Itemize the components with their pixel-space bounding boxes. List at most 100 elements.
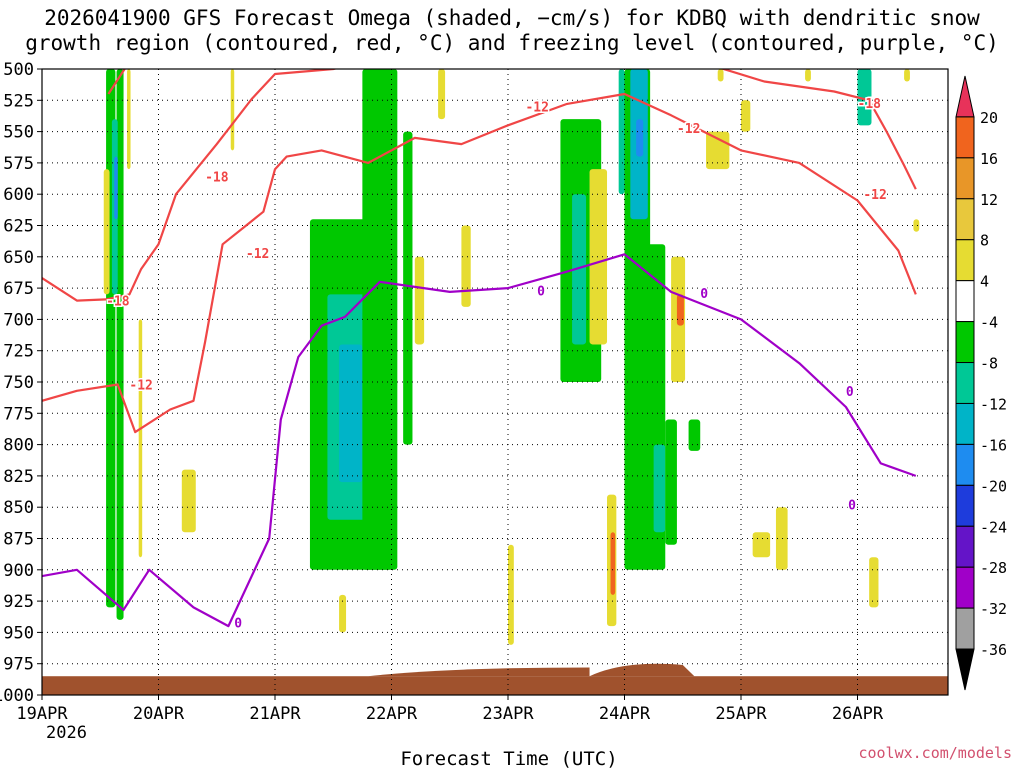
omega-cell — [676, 294, 684, 326]
colorbar-segment — [955, 239, 975, 282]
omega-cell — [741, 100, 751, 132]
colorbar-segment — [955, 607, 975, 650]
omega-cell — [688, 419, 701, 451]
omega-cell — [572, 194, 587, 345]
contour-label: 0 — [848, 499, 856, 514]
y-tick-label: 550 — [3, 123, 34, 143]
contour-label: -12 — [863, 188, 886, 203]
colorbar-segment — [955, 362, 975, 404]
chart-title: 2026041900 GFS Forecast Omega (shaded, −… — [0, 6, 1024, 56]
contour-label: -18 — [106, 295, 130, 310]
colorbar-segment — [955, 321, 975, 364]
colorbar-label: -24 — [980, 518, 1007, 536]
omega-cell — [103, 169, 110, 295]
x-tick-label: 21APR — [249, 704, 301, 724]
colorbar-segment — [955, 198, 975, 241]
colorbar-bottom-arrow — [955, 648, 975, 691]
colorbar-segment — [955, 280, 975, 323]
y-tick-label: 900 — [3, 561, 34, 581]
omega-cell — [752, 532, 771, 558]
y-tick-label: 775 — [3, 404, 34, 424]
colorbar-segment — [955, 484, 975, 527]
y-tick-label: 675 — [3, 279, 34, 299]
colorbar-segment — [955, 525, 975, 568]
y-tick-label: 625 — [3, 217, 34, 237]
contour-label: -12 — [677, 122, 700, 137]
omega-cell — [461, 225, 471, 307]
omega-cell — [116, 69, 124, 620]
omega-cell — [362, 69, 398, 570]
title-line-2: growth region (contoured, red, °C) and f… — [25, 31, 999, 55]
colorbar-top-arrow — [955, 75, 975, 118]
y-tick-label: 725 — [3, 342, 34, 362]
contour-label: 0 — [700, 287, 708, 302]
colorbar-label: -8 — [980, 355, 998, 373]
omega-cell — [805, 69, 811, 82]
omega-cell — [339, 344, 363, 483]
contour-label: 0 — [537, 285, 545, 300]
x-tick-label: 24APR — [599, 704, 651, 724]
x-tick-label: 22APR — [366, 704, 418, 724]
omega-cell — [665, 419, 677, 545]
omega-cell — [508, 544, 514, 645]
omega-cell — [869, 557, 879, 608]
omega-cell — [775, 507, 788, 570]
omega-cell — [138, 319, 143, 558]
omega-cell — [589, 169, 608, 345]
contour-layer — [42, 69, 917, 628]
colorbar-label: 4 — [980, 273, 989, 291]
contour-label: 0 — [846, 385, 854, 400]
omega-cell — [717, 69, 724, 82]
y-tick-label: 500 — [3, 60, 34, 80]
omega-cell — [706, 131, 730, 170]
y-tick-label: 600 — [3, 185, 34, 205]
contour-label: -12 — [246, 247, 269, 262]
x-tick-label: 26APR — [832, 704, 884, 724]
colorbar-segment — [955, 157, 975, 200]
y-axis: 500 525 550 575 600 625 650 675 700 725 750 775 800 8… — [0, 60, 42, 706]
contour-label: -12 — [129, 379, 152, 394]
grid-layer — [42, 69, 948, 695]
omega-cell — [230, 69, 235, 151]
x-tick-label: 25APR — [715, 704, 767, 724]
contour-label: -18 — [858, 97, 882, 112]
colorbar-label: 8 — [980, 232, 989, 250]
colorbar-label: -4 — [980, 314, 998, 332]
omega-cell — [339, 594, 347, 633]
omega-cell — [913, 219, 920, 232]
contour-line--12 — [42, 92, 917, 434]
omega-cell — [181, 469, 196, 533]
colorbar-label: -28 — [980, 559, 1007, 577]
y-tick-label: 700 — [3, 310, 34, 330]
title-line-1: 2026041900 GFS Forecast Omega (shaded, −… — [44, 6, 980, 30]
x-year-label: 2026 — [46, 723, 87, 743]
omega-cell — [127, 69, 131, 170]
omega-cell — [438, 69, 446, 120]
colorbar-segment — [955, 116, 975, 159]
credit-text: coolwx.com/models — [858, 744, 1012, 762]
terrain-layer — [42, 663, 948, 695]
y-tick-label: 575 — [3, 154, 34, 174]
x-tick-label: 20APR — [133, 704, 185, 724]
omega-cell — [414, 256, 425, 345]
y-tick-label: 750 — [3, 373, 34, 393]
contour-label: 0 — [234, 616, 242, 631]
y-tick-label: 950 — [3, 623, 34, 643]
omega-cell — [618, 69, 625, 195]
colorbar-label: 16 — [980, 150, 998, 168]
colorbar-label: 20 — [980, 109, 998, 127]
y-tick-label: 875 — [3, 530, 34, 550]
contour-label: -12 — [525, 101, 548, 116]
omega-cell — [857, 69, 872, 126]
contour-line--18 — [42, 69, 917, 302]
y-tick-label: 800 — [3, 436, 34, 456]
colorbar-label: -16 — [980, 436, 1007, 454]
colorbar-label: -20 — [980, 477, 1007, 495]
terrain-bump — [589, 663, 695, 677]
y-tick-label: 925 — [3, 592, 34, 612]
y-tick-label: 975 — [3, 655, 34, 675]
omega-cell — [610, 532, 616, 595]
y-tick-label: 650 — [3, 248, 34, 268]
y-tick-label: 850 — [3, 498, 34, 518]
